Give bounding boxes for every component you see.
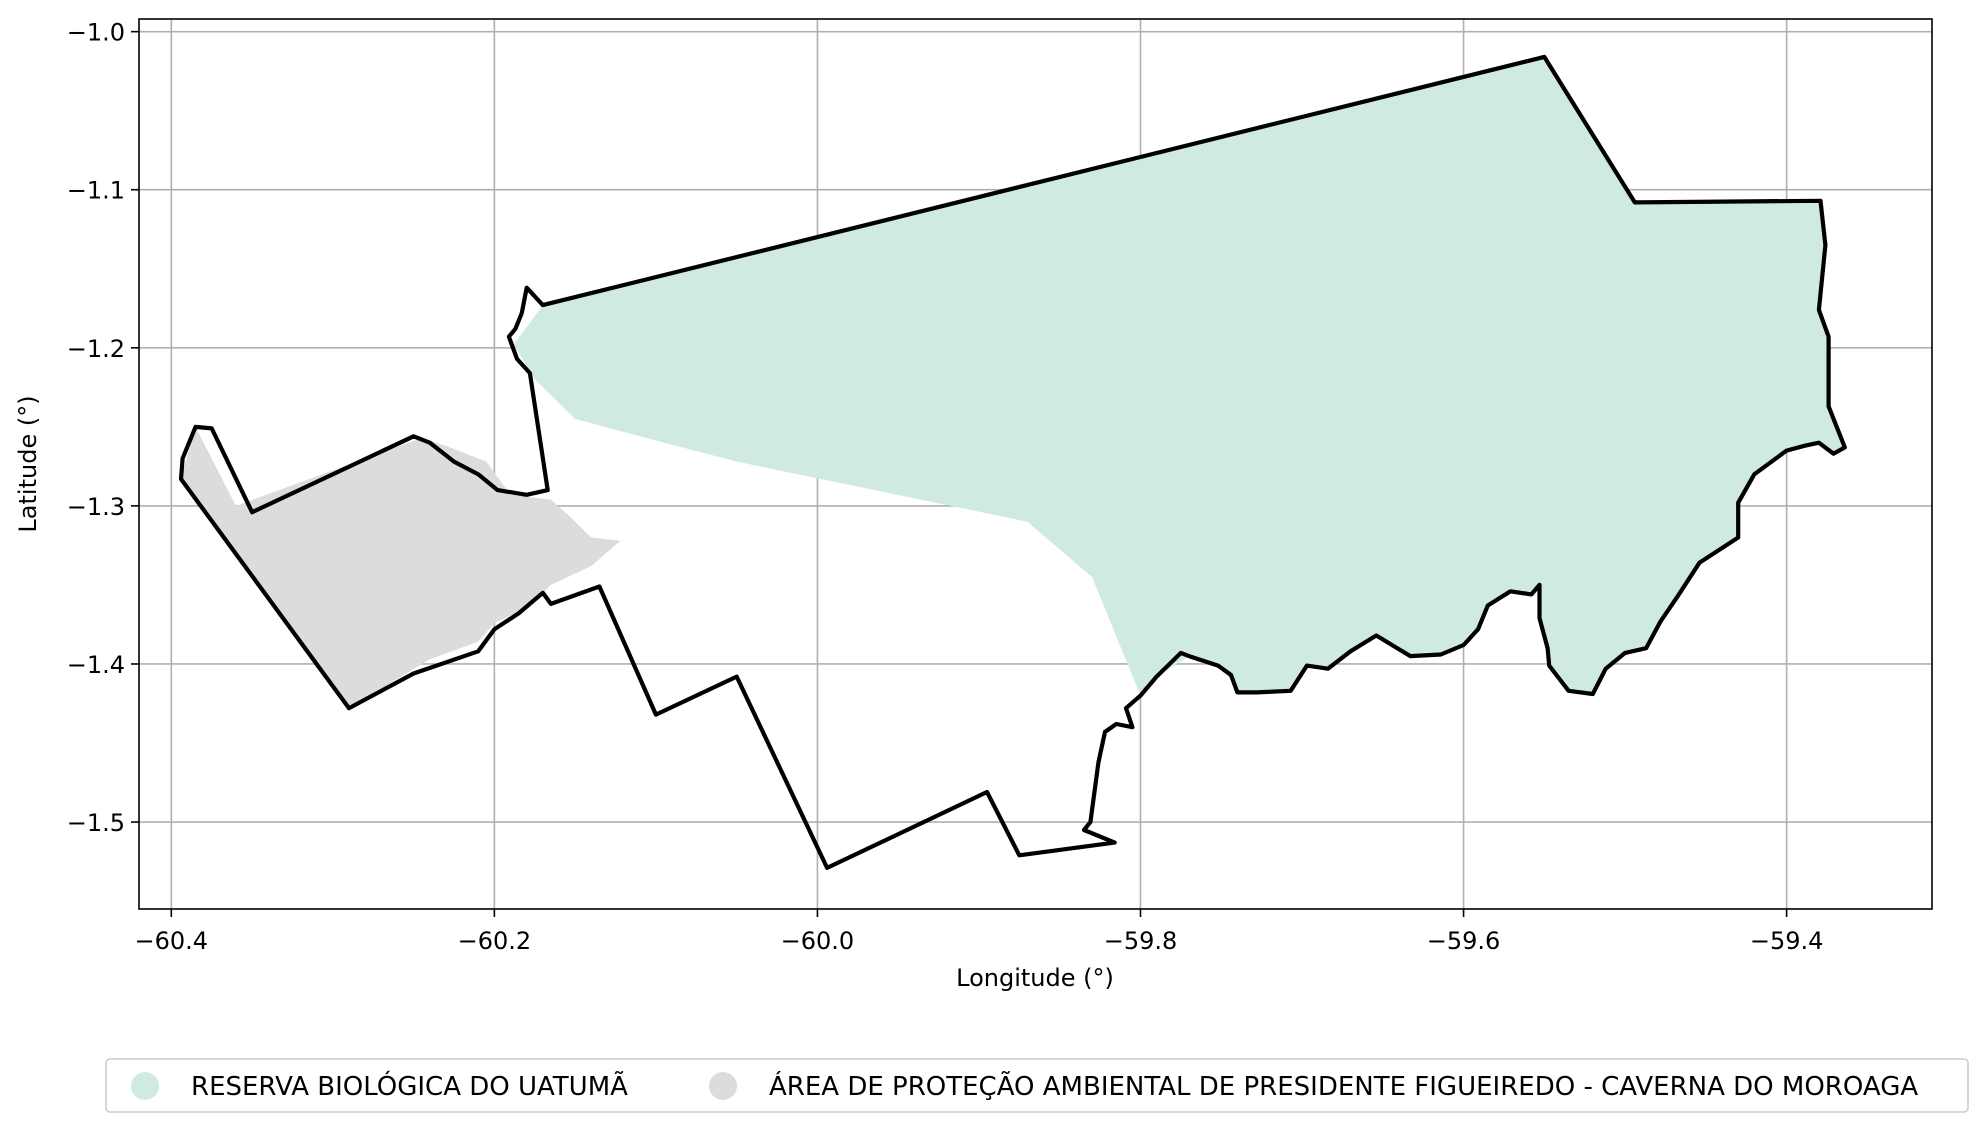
legend-marker xyxy=(709,1072,737,1100)
y-axis-label: Latitude (°) xyxy=(14,395,42,532)
legend-label: ÁREA DE PROTEÇÃO AMBIENTAL DE PRESIDENTE… xyxy=(769,1070,1918,1102)
x-tick-label: −59.8 xyxy=(1104,927,1178,955)
y-tick-label: −1.0 xyxy=(67,19,125,47)
plot-frame xyxy=(138,18,1933,910)
y-tick-label: −1.4 xyxy=(67,651,125,679)
legend-frame xyxy=(105,1058,1969,1113)
x-tick-label: −59.4 xyxy=(1750,927,1824,955)
y-tick-label: −1.3 xyxy=(67,493,125,521)
boundary-outline xyxy=(178,54,1847,871)
y-tick-label: −1.1 xyxy=(67,177,125,205)
legend-marker xyxy=(131,1072,159,1100)
x-tick-label: −59.6 xyxy=(1427,927,1501,955)
boundary-outline-layer xyxy=(178,54,1847,871)
apa-presidente-figueiredo-area xyxy=(181,426,621,709)
x-axis-label: Longitude (°) xyxy=(956,964,1114,992)
x-tick-label: −60.4 xyxy=(135,927,209,955)
y-tick-label: −1.5 xyxy=(67,809,125,837)
legend: RESERVA BIOLÓGICA DO UATUMÃ ÁREA DE PROTE… xyxy=(105,1058,1969,1113)
y-tick-label: −1.2 xyxy=(67,335,125,363)
x-tick-label: −60.0 xyxy=(781,927,855,955)
protected-areas xyxy=(181,56,1845,709)
x-tick-label: −60.2 xyxy=(458,927,532,955)
reserva-biologica-uatuma-area xyxy=(513,56,1845,696)
legend-label: RESERVA BIOLÓGICA DO UATUMÃ xyxy=(191,1070,628,1102)
axis-ticks: −60.4 −60.2 −60.0 −59.8 −59.6 −59.4 −1.0 −1.1 −1… xyxy=(67,19,1824,955)
